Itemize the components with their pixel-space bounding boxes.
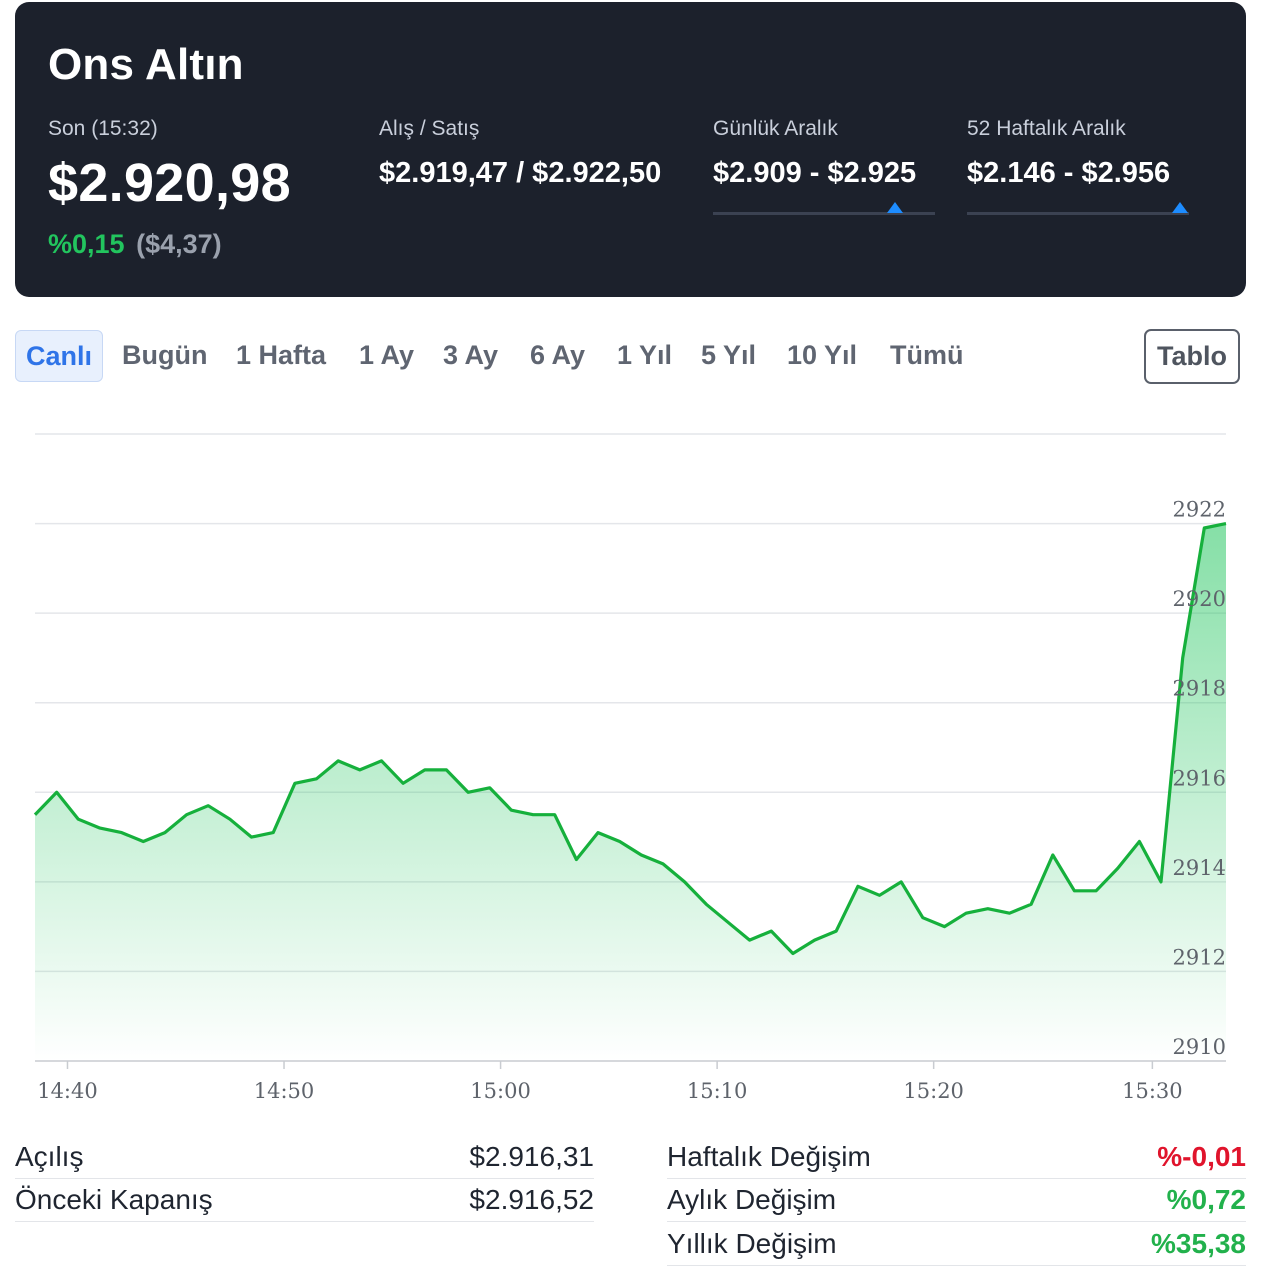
daily-range-label: Günlük Aralık <box>713 117 838 140</box>
week52-range-marker-icon <box>1172 202 1189 213</box>
tab-3-ay[interactable]: 3 Ay <box>443 340 499 370</box>
x-tick-label: 14:40 <box>37 1079 98 1103</box>
x-tick-label: 15:20 <box>903 1079 964 1103</box>
table-view-button[interactable]: Tablo <box>1144 329 1240 384</box>
stat-row-aylik: Aylık Değişim %0,72 <box>667 1178 1246 1222</box>
y-tick-label: 2914 <box>1173 856 1226 880</box>
tab-1-hafta[interactable]: 1 Hafta <box>236 340 327 370</box>
stat-label: Aylık Değişim <box>667 1184 837 1215</box>
daily-range-bar <box>713 202 935 215</box>
tab-1-yil[interactable]: 1 Yıl <box>617 340 673 370</box>
y-tick-label: 2918 <box>1173 677 1226 701</box>
daily-range-marker-icon <box>887 202 904 213</box>
stat-row-haftalik: Haftalık Değişim %-0,01 <box>667 1135 1246 1179</box>
week52-range-label: 52 Haftalık Aralık <box>967 117 1126 140</box>
bid-ask-value: $2.919,47 / $2.922,50 <box>379 157 662 189</box>
stat-label: Yıllık Değişim <box>667 1228 837 1259</box>
last-price-label: Son (15:32) <box>48 117 158 140</box>
week52-range-bar <box>967 202 1189 215</box>
stat-row-acilis: Açılış $2.916,31 <box>15 1135 594 1179</box>
y-tick-label: 2920 <box>1173 587 1226 611</box>
stat-label: Haftalık Değişim <box>667 1141 871 1172</box>
x-tick-label: 14:50 <box>254 1079 315 1103</box>
change-percent: %0,15 <box>48 229 125 259</box>
stat-label: Açılış <box>15 1141 84 1172</box>
tab-canli[interactable]: Canlı <box>15 330 104 382</box>
y-tick-label: 2922 <box>1173 498 1226 522</box>
stat-row-yillik: Yıllık Değişim %35,38 <box>667 1222 1246 1266</box>
last-price: $2.920,98 <box>48 153 291 213</box>
week52-range-value: $2.146 - $2.956 <box>967 157 1171 189</box>
x-tick-label: 15:00 <box>470 1079 531 1103</box>
x-tick-label: 15:10 <box>687 1079 748 1103</box>
quote-header: Ons Altın Son (15:32) $2.920,98 %0,15 ($… <box>15 2 1246 297</box>
tab-bugun[interactable]: Bugün <box>122 340 208 370</box>
stat-value: %-0,01 <box>1157 1141 1246 1172</box>
stat-value: $2.916,52 <box>469 1184 594 1215</box>
price-change: %0,15 ($4,37) <box>48 229 222 260</box>
y-tick-label: 2916 <box>1173 766 1226 790</box>
tab-10-yil[interactable]: 10 Yıl <box>787 340 858 370</box>
x-tick-label: 15:30 <box>1122 1079 1183 1103</box>
tab-tumu[interactable]: Tümü <box>890 340 964 370</box>
change-absolute: ($4,37) <box>136 229 222 259</box>
stat-value: %35,38 <box>1151 1228 1246 1259</box>
daily-range-value: $2.909 - $2.925 <box>713 157 917 189</box>
bid-ask-label: Alış / Satış <box>379 117 480 140</box>
tab-6-ay[interactable]: 6 Ay <box>530 340 586 370</box>
tab-1-ay[interactable]: 1 Ay <box>359 340 415 370</box>
tab-5-yil[interactable]: 5 Yıl <box>701 340 757 370</box>
price-line <box>33 522 1227 956</box>
stat-label: Önceki Kapanış <box>15 1184 213 1215</box>
y-tick-label: 2910 <box>1173 1035 1226 1059</box>
price-chart: 2910 2912 2914 2916 2918 2920 2922 14:40 14:50 15… <box>33 433 1227 1103</box>
y-tick-label: 2912 <box>1173 945 1226 969</box>
stat-value: $2.916,31 <box>469 1141 594 1172</box>
stat-row-onceki-kapanis: Önceki Kapanış $2.916,52 <box>15 1178 594 1222</box>
price-area <box>35 523 1226 1061</box>
stat-value: %0,72 <box>1166 1184 1246 1215</box>
instrument-title: Ons Altın <box>48 40 244 89</box>
